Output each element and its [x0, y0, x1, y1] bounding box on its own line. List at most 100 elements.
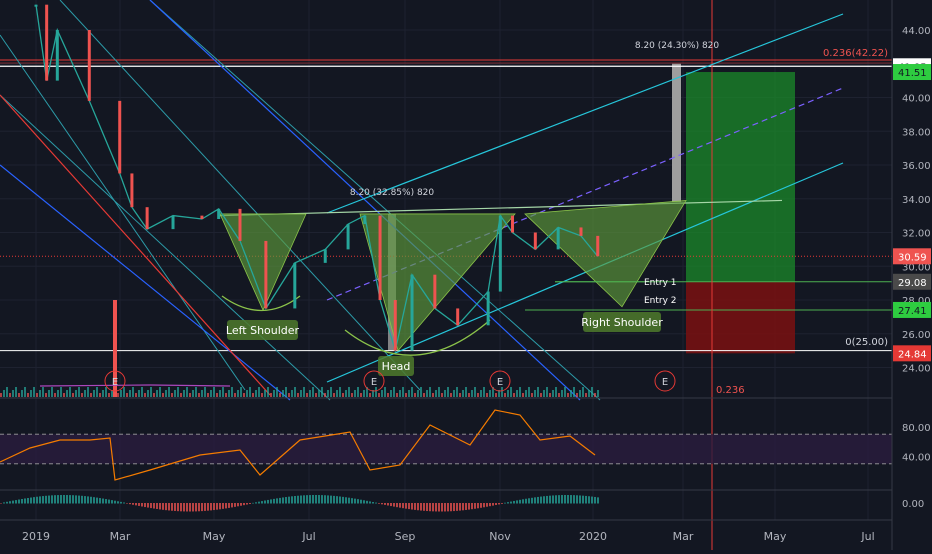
macd-bar	[327, 495, 329, 504]
macd-bar	[264, 500, 266, 504]
volume-bar	[321, 387, 323, 397]
price-candle	[433, 274, 437, 309]
volume-bar	[507, 390, 509, 397]
volume-bar	[108, 393, 110, 397]
volume-bar	[408, 390, 410, 397]
macd-bar	[21, 498, 23, 504]
volume-bar	[189, 393, 191, 397]
volume-bar	[552, 390, 554, 397]
macd-bar	[291, 496, 293, 504]
volume-bar	[9, 393, 11, 397]
volume-bar	[213, 387, 215, 397]
volume-bar	[594, 393, 596, 397]
earnings-marker[interactable]: E	[363, 370, 385, 392]
macd-bar	[138, 503, 140, 506]
macd-bar	[537, 496, 539, 504]
macd-bar	[15, 500, 17, 504]
rsi-tick-label: 80.00	[902, 423, 931, 434]
macd-bar	[162, 503, 164, 510]
price-candle	[410, 274, 414, 351]
macd-bar	[279, 497, 281, 504]
macd-bar	[201, 503, 203, 512]
volume-bar	[183, 390, 185, 397]
volume-bar	[204, 387, 206, 397]
volume-bar	[483, 387, 485, 397]
macd-bar	[426, 503, 428, 512]
price-candle	[486, 291, 490, 326]
volume-bar	[306, 393, 308, 397]
macd-bar	[429, 503, 431, 512]
macd-bar	[225, 503, 227, 509]
price-badge-label: 24.84	[898, 349, 927, 360]
macd-bar	[216, 503, 218, 510]
volume-bar	[282, 390, 284, 397]
price-candle	[596, 235, 600, 257]
volume-bar	[501, 387, 503, 397]
volume-bar	[561, 390, 563, 397]
macd-bar	[348, 497, 350, 504]
volume-bar	[336, 390, 338, 397]
volume-bar	[270, 393, 272, 397]
volume-bar	[324, 393, 326, 397]
price-candle	[55, 30, 59, 81]
macd-bar	[342, 496, 344, 504]
macd-bar	[306, 495, 308, 504]
diagonal-line	[149, 0, 581, 401]
volume-bar	[222, 387, 224, 397]
macd-bar	[210, 503, 212, 511]
macd-bar	[93, 497, 95, 504]
volume-bar	[42, 387, 44, 397]
macd-bar	[414, 503, 416, 510]
macd-bar	[540, 496, 542, 504]
earnings-marker[interactable]: E	[104, 370, 126, 392]
volume-bar	[303, 387, 305, 397]
macd-bar	[441, 503, 443, 512]
macd-bar	[75, 495, 77, 504]
volume-bar	[474, 387, 476, 397]
volume-bar	[450, 393, 452, 397]
volume-ma	[39, 384, 231, 387]
macd-bar	[6, 501, 8, 504]
volume-bars	[0, 300, 599, 397]
macd-bar	[375, 502, 377, 504]
macd-bar	[591, 496, 593, 504]
macd-bar	[357, 499, 359, 504]
volume-bar	[489, 390, 491, 397]
volume-bar	[351, 393, 353, 397]
price-badge	[893, 64, 931, 81]
price-tick-label: 40.00	[902, 94, 931, 105]
volume-bar	[18, 393, 20, 397]
volume-bar	[396, 393, 398, 397]
price-candle	[87, 30, 91, 101]
volume-bar	[126, 393, 128, 397]
macd-bar	[204, 503, 206, 511]
macd-bar	[72, 495, 74, 504]
macd-bar	[597, 497, 599, 504]
volume-bar	[486, 393, 488, 397]
volume-bar	[3, 390, 5, 397]
price-candle	[346, 224, 350, 250]
volume-bar	[156, 390, 158, 397]
volume-bar	[78, 387, 80, 397]
volume-bar	[579, 390, 581, 397]
macd-bar	[24, 498, 26, 504]
macd-bar	[465, 503, 467, 510]
volume-bar	[60, 387, 62, 397]
earnings-marker[interactable]: E	[489, 370, 511, 392]
volume-bar	[111, 390, 113, 397]
earnings-marker[interactable]: E	[654, 370, 676, 392]
macd-bar	[120, 501, 122, 504]
volume-bar	[138, 390, 140, 397]
macd-bar	[303, 495, 305, 504]
volume-bar	[342, 393, 344, 397]
macd-bar	[261, 501, 263, 504]
macd-bar	[45, 495, 47, 504]
macd-bar	[393, 503, 395, 507]
macd-bar	[387, 503, 389, 506]
macd-bar	[171, 503, 173, 511]
macd-bar	[339, 496, 341, 504]
rsi-band	[0, 434, 892, 464]
volume-bar	[51, 387, 53, 397]
